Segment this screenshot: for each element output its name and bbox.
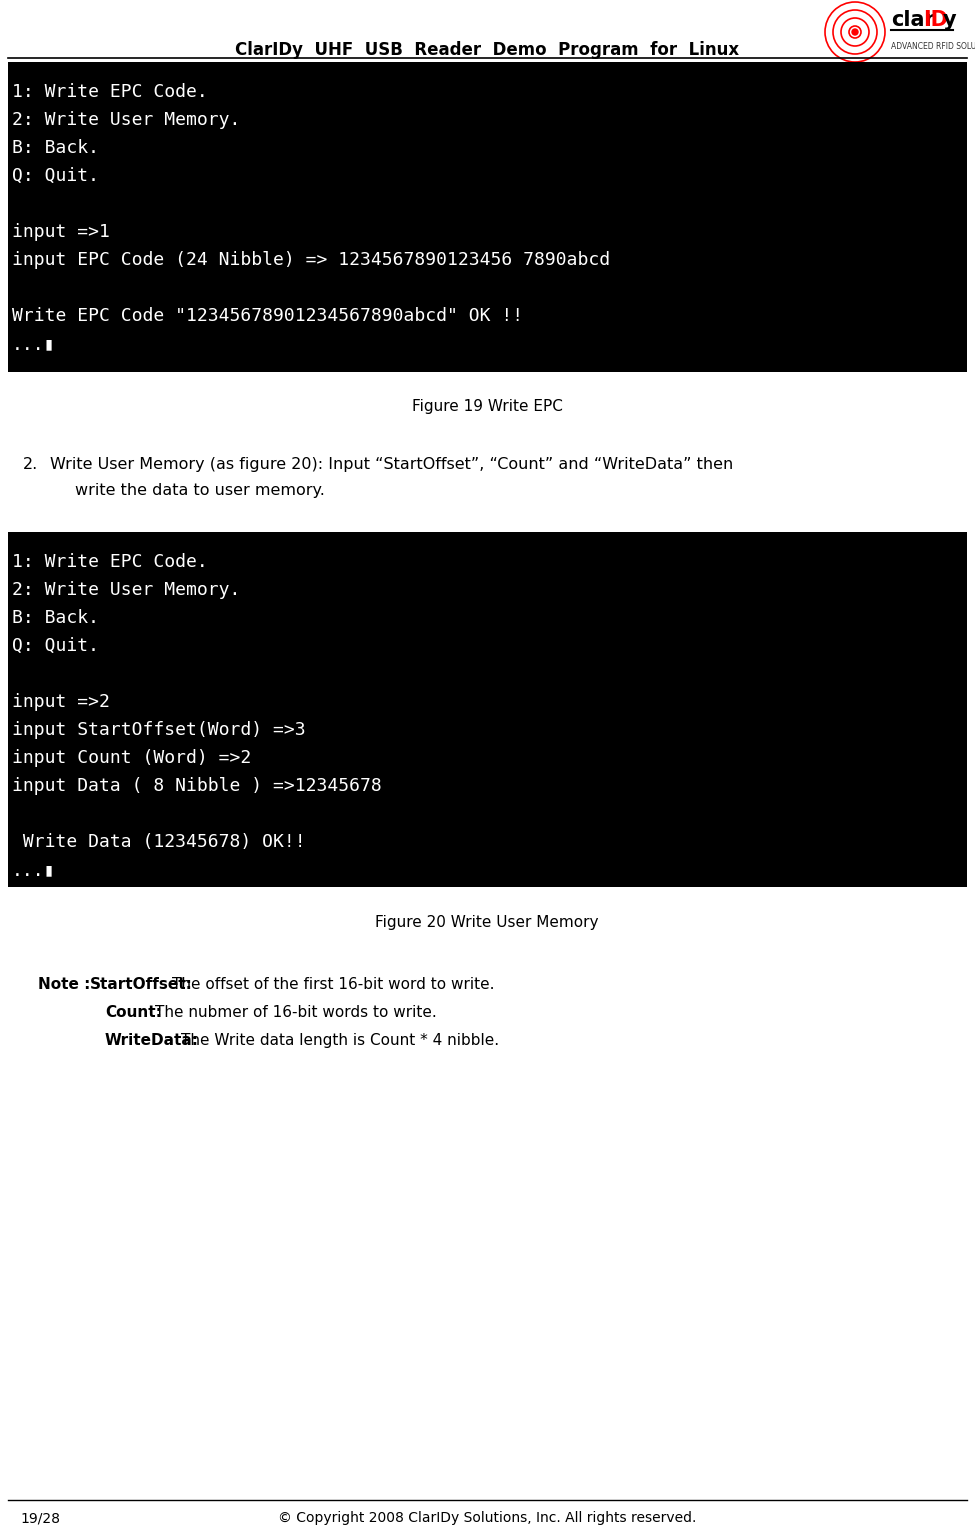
Circle shape xyxy=(852,29,858,35)
Text: ClarIDy  UHF  USB  Reader  Demo  Program  for  Linux: ClarIDy UHF USB Reader Demo Program for … xyxy=(235,41,739,58)
Text: WriteData:: WriteData: xyxy=(105,1034,199,1048)
Text: ...▮: ...▮ xyxy=(12,335,56,353)
Text: Q: Quit.: Q: Quit. xyxy=(12,637,99,654)
Text: Write User Memory (as figure 20): Input “StartOffset”, “Count” and “WriteData” t: Write User Memory (as figure 20): Input … xyxy=(50,458,733,472)
Text: Write Data (12345678) OK!!: Write Data (12345678) OK!! xyxy=(12,833,305,851)
Text: © Copyright 2008 ClarIDy Solutions, Inc. All rights reserved.: © Copyright 2008 ClarIDy Solutions, Inc.… xyxy=(278,1511,696,1525)
Text: y: y xyxy=(943,11,956,31)
Bar xyxy=(8,61,967,372)
Text: Count:: Count: xyxy=(105,1005,162,1020)
Text: Figure 20 Write User Memory: Figure 20 Write User Memory xyxy=(375,914,599,929)
Text: 1: Write EPC Code.: 1: Write EPC Code. xyxy=(12,553,208,571)
Text: 2: Write User Memory.: 2: Write User Memory. xyxy=(12,111,241,129)
Text: B: Back.: B: Back. xyxy=(12,608,99,627)
Text: 19/28: 19/28 xyxy=(20,1511,60,1525)
Text: 2: Write User Memory.: 2: Write User Memory. xyxy=(12,581,241,599)
Text: input Data ( 8 Nibble ) =>12345678: input Data ( 8 Nibble ) =>12345678 xyxy=(12,777,382,796)
Text: StartOffset:: StartOffset: xyxy=(90,977,193,992)
Text: 1: Write EPC Code.: 1: Write EPC Code. xyxy=(12,83,208,101)
Text: Write EPC Code "12345678901234567890abcd" OK !!: Write EPC Code "12345678901234567890abcd… xyxy=(12,307,524,326)
Bar xyxy=(8,531,967,886)
Text: write the data to user memory.: write the data to user memory. xyxy=(75,482,325,498)
Text: clar: clar xyxy=(891,11,935,31)
Text: 2.: 2. xyxy=(22,458,38,472)
Text: input StartOffset(Word) =>3: input StartOffset(Word) =>3 xyxy=(12,720,305,739)
Text: Note :: Note : xyxy=(38,977,91,992)
Text: ADVANCED RFID SOLUTIONS: ADVANCED RFID SOLUTIONS xyxy=(891,41,975,51)
Text: input =>2: input =>2 xyxy=(12,693,110,711)
Text: B: Back.: B: Back. xyxy=(12,138,99,157)
Text: ...▮: ...▮ xyxy=(12,862,56,879)
Text: ID: ID xyxy=(923,11,948,31)
Text: Q: Quit.: Q: Quit. xyxy=(12,167,99,184)
Text: The Write data length is Count * 4 nibble.: The Write data length is Count * 4 nibbl… xyxy=(181,1034,499,1048)
Text: The offset of the first 16-bit word to write.: The offset of the first 16-bit word to w… xyxy=(172,977,494,992)
Text: The nubmer of 16-bit words to write.: The nubmer of 16-bit words to write. xyxy=(155,1005,437,1020)
Text: Figure 19 Write EPC: Figure 19 Write EPC xyxy=(411,399,563,415)
Text: input =>1: input =>1 xyxy=(12,223,110,241)
Text: input Count (Word) =>2: input Count (Word) =>2 xyxy=(12,750,252,766)
Text: input EPC Code (24 Nibble) => 1234567890123456 7890abcd: input EPC Code (24 Nibble) => 1234567890… xyxy=(12,250,610,269)
